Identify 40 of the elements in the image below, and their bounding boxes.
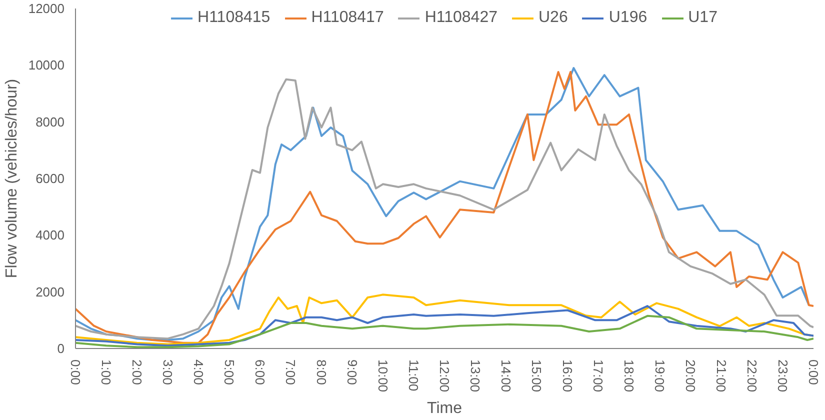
y-tick-label: 6000 [36, 171, 64, 186]
y-axis-title: Flow volume (vehicles/hour) [3, 78, 20, 278]
x-tick-label: 2:00 [130, 360, 144, 385]
x-tick-label: 13:00 [468, 360, 483, 392]
y-tick-label: 10000 [28, 58, 65, 73]
x-tick-label: 10:00 [376, 360, 390, 392]
legend-label: H1108417 [311, 9, 384, 27]
x-tick-label: 18:00 [622, 360, 636, 392]
x-tick-label: 1:00 [98, 360, 114, 385]
x-tick-label: 22:00 [744, 360, 760, 392]
legend-label: U26 [538, 9, 568, 27]
x-tick-label: 15:00 [529, 360, 544, 392]
legend-label: U196 [608, 9, 648, 27]
y-tick-label: 4000 [36, 228, 64, 243]
x-tick-label: 23:00 [775, 360, 790, 392]
y-tick-label: 2000 [36, 284, 64, 300]
y-tick-label: 0 [57, 341, 65, 356]
x-tick-label: 5:00 [222, 360, 237, 385]
legend-label: U17 [688, 9, 718, 27]
x-tick-label: 8:00 [314, 360, 329, 385]
x-tick-label: 0:00 [806, 360, 821, 385]
x-tick-label: 14:00 [498, 360, 514, 392]
legend-label: H1108427 [424, 9, 498, 27]
y-tick-label: 12000 [28, 1, 65, 16]
x-tick-label: 20:00 [683, 360, 698, 392]
x-tick-label: 6:00 [252, 360, 268, 385]
x-tick-label: 9:00 [344, 360, 360, 385]
legend-label: H1108415 [198, 9, 270, 27]
x-tick-label: 12:00 [437, 360, 452, 392]
x-axis-title: Time [427, 400, 462, 418]
x-tick-label: 21:00 [714, 360, 729, 392]
x-tick-label: 0:00 [68, 360, 83, 385]
x-tick-label: 3:00 [160, 360, 176, 385]
x-tick-label: 4:00 [191, 360, 206, 385]
x-tick-label: 19:00 [652, 360, 668, 392]
x-tick-label: 17:00 [590, 360, 606, 392]
x-tick-label: 7:00 [283, 360, 298, 385]
x-tick-label: 16:00 [560, 360, 575, 392]
y-tick-label: 8000 [36, 114, 64, 130]
x-tick-label: 11:00 [406, 360, 422, 392]
